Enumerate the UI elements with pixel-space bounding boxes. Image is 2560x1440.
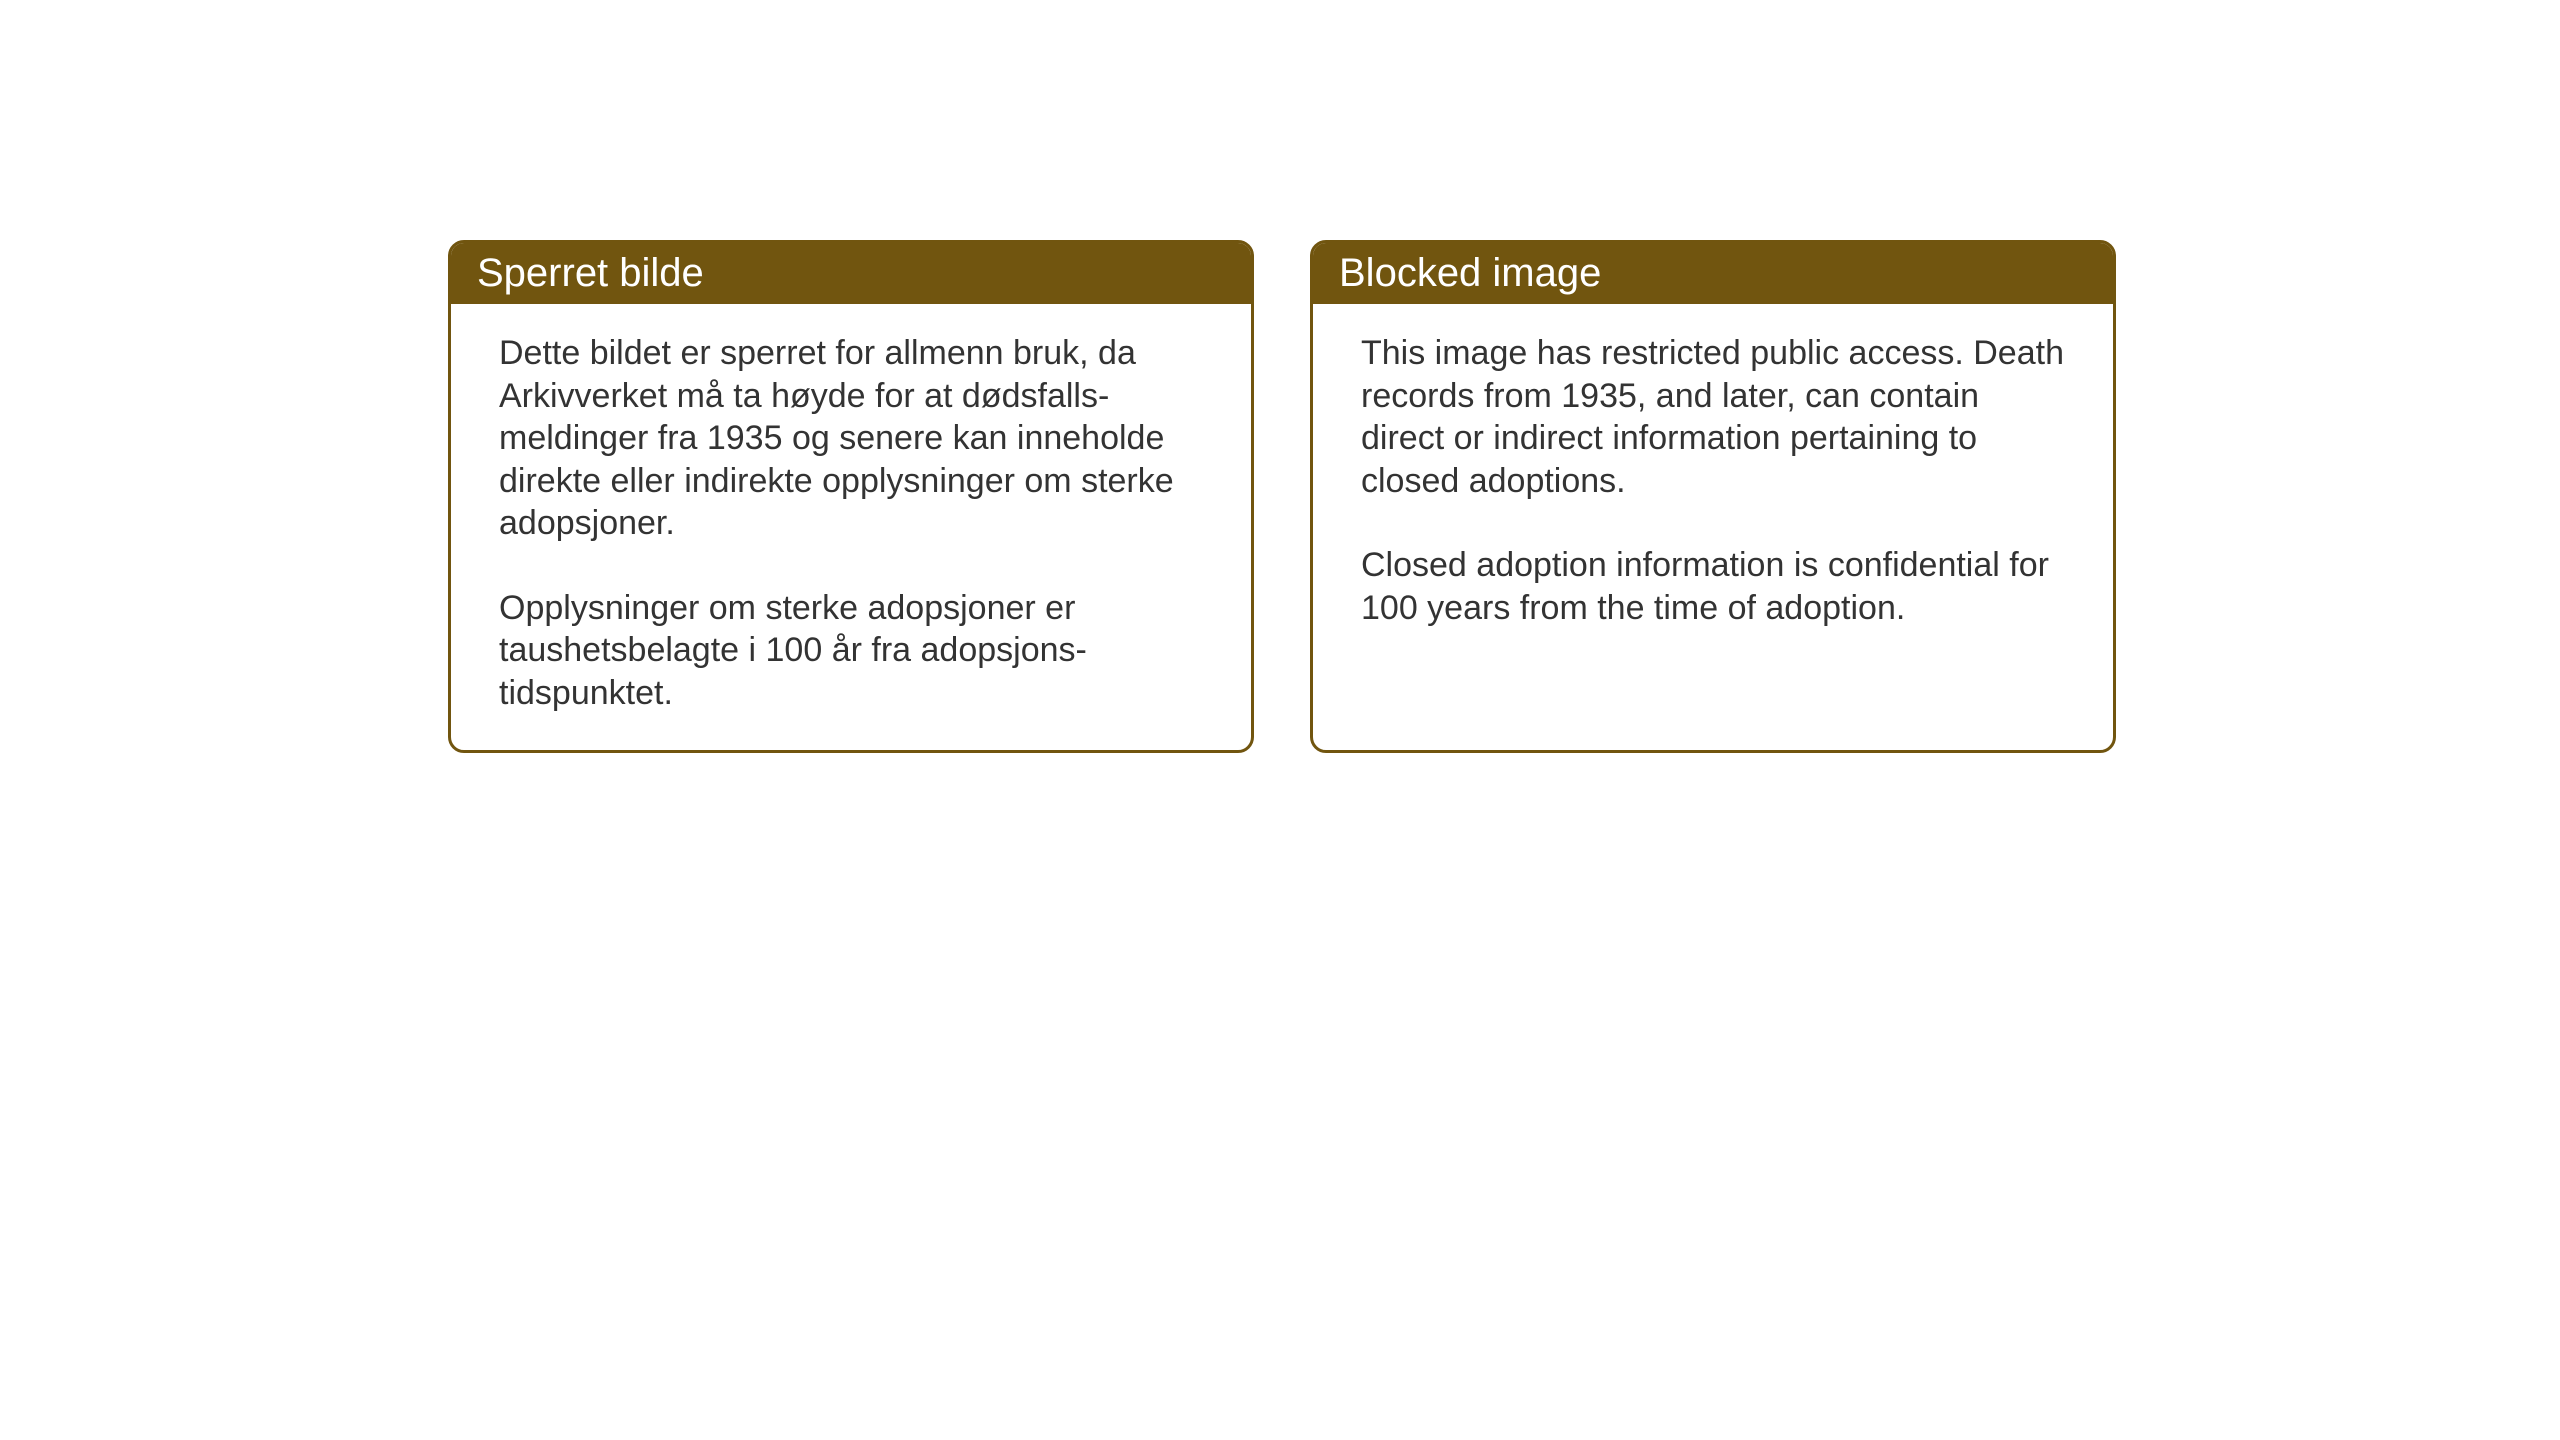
notice-header-english: Blocked image xyxy=(1313,243,2113,304)
notice-title: Blocked image xyxy=(1339,251,1601,295)
notice-cards-container: Sperret bilde Dette bildet er sperret fo… xyxy=(448,240,2116,753)
notice-header-norwegian: Sperret bilde xyxy=(451,243,1251,304)
notice-body-english: This image has restricted public access.… xyxy=(1313,304,2113,665)
notice-card-norwegian: Sperret bilde Dette bildet er sperret fo… xyxy=(448,240,1254,753)
notice-card-english: Blocked image This image has restricted … xyxy=(1310,240,2116,753)
notice-body-norwegian: Dette bildet er sperret for allmenn bruk… xyxy=(451,304,1251,750)
notice-paragraph-1: This image has restricted public access.… xyxy=(1361,332,2065,502)
notice-title: Sperret bilde xyxy=(477,251,704,295)
notice-paragraph-2: Opplysninger om sterke adopsjoner er tau… xyxy=(499,587,1203,715)
notice-paragraph-1: Dette bildet er sperret for allmenn bruk… xyxy=(499,332,1203,545)
notice-paragraph-2: Closed adoption information is confident… xyxy=(1361,544,2065,629)
